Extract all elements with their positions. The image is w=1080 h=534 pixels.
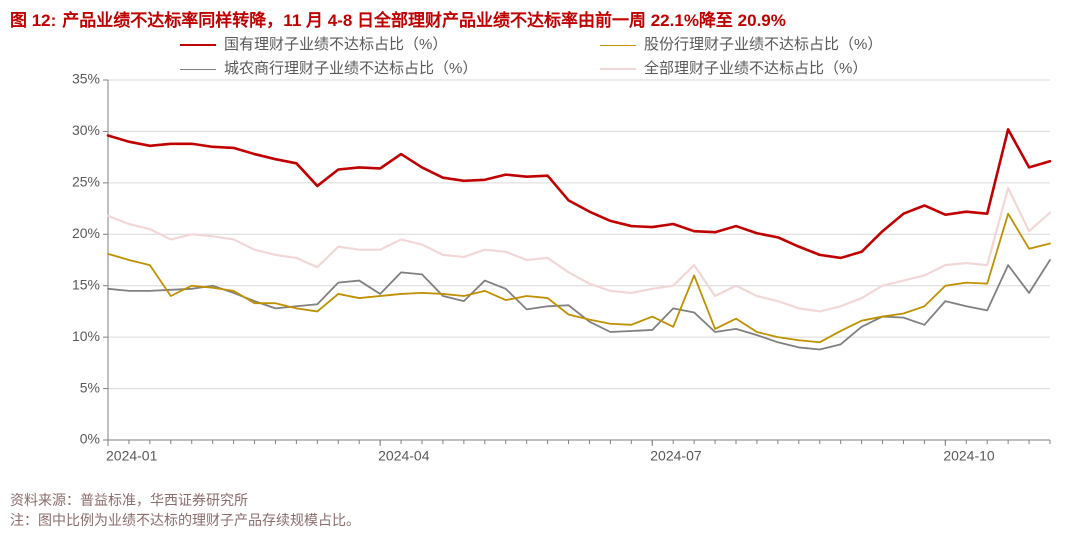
svg-text:2024-04: 2024-04 [378,447,430,463]
legend-swatch-1 [600,45,636,46]
legend-item-0: 国有理财子业绩不达标占比（%） [180,34,600,56]
figure-container: 图 12: 产品业绩不达标率同样转降，11 月 4-8 日全部理财产品业绩不达标率… [0,0,1080,534]
svg-text:2024-07: 2024-07 [650,447,702,463]
svg-text:20%: 20% [72,225,100,241]
chart-footer: 资料来源：普益标准，华西证券研究所 注：图中比例为业绩不达标的理财子产品存续规模… [10,490,360,530]
legend-item-1: 股份行理财子业绩不达标占比（%） [600,34,1020,56]
legend-label-1: 股份行理财子业绩不达标占比（%） [644,34,882,56]
svg-text:5%: 5% [80,379,100,395]
svg-text:15%: 15% [72,276,100,292]
svg-text:0%: 0% [80,431,100,447]
footer-note: 注：图中比例为业绩不达标的理财子产品存续规模占比。 [10,510,360,530]
chart-title-text: 产品业绩不达标率同样转降，11 月 4-8 日全部理财产品业绩不达标率由前一周 … [62,11,786,30]
footer-source: 资料来源：普益标准，华西证券研究所 [10,490,360,510]
svg-text:10%: 10% [72,328,100,344]
svg-text:2024-10: 2024-10 [943,447,995,463]
svg-text:30%: 30% [72,122,100,138]
svg-text:2024-01: 2024-01 [106,447,158,463]
chart-title-label: 图 12: [10,11,56,30]
legend-label-0: 国有理财子业绩不达标占比（%） [224,34,447,56]
plot-area: 0% 5% 10% 15% 20% 25% 30% 35% 2024-01 2024-04 2024… [60,70,1060,470]
svg-text:35%: 35% [72,71,100,87]
svg-text:25%: 25% [72,174,100,190]
legend-swatch-0 [180,44,216,46]
chart-title: 图 12: 产品业绩不达标率同样转降，11 月 4-8 日全部理财产品业绩不达标率… [10,6,786,31]
chart-svg: 0% 5% 10% 15% 20% 25% 30% 35% 2024-01 2024-04 2024… [60,70,1060,470]
